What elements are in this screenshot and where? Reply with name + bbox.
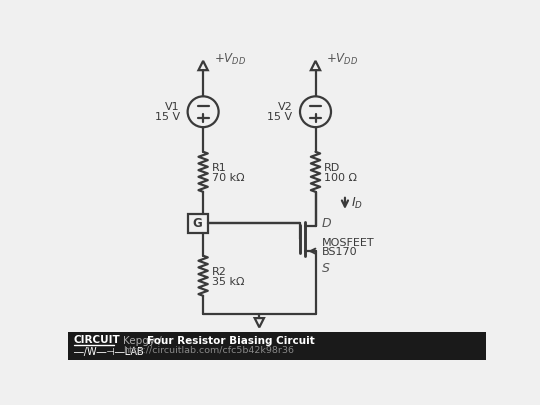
Text: $+V_{DD}$: $+V_{DD}$ — [214, 52, 246, 67]
Text: G: G — [193, 217, 202, 230]
Text: http://circuitlab.com/cfc5b42k98r36: http://circuitlab.com/cfc5b42k98r36 — [123, 346, 294, 355]
Text: D: D — [322, 217, 332, 230]
Text: R1: R1 — [212, 163, 226, 173]
Text: 35 kΩ: 35 kΩ — [212, 277, 244, 287]
Text: Four Resistor Biasing Circuit: Four Resistor Biasing Circuit — [146, 336, 314, 346]
Text: S: S — [322, 262, 329, 275]
Text: MOSFEET: MOSFEET — [322, 238, 374, 247]
Text: V2: V2 — [278, 102, 292, 112]
Text: 15 V: 15 V — [267, 112, 292, 122]
Text: V1: V1 — [165, 102, 180, 112]
Text: Kepgy /: Kepgy / — [123, 336, 165, 346]
Text: 70 kΩ: 70 kΩ — [212, 173, 244, 183]
Text: RD: RD — [324, 163, 340, 173]
Text: $+V_{DD}$: $+V_{DD}$ — [326, 52, 359, 67]
Text: ―/W―⊣―LAB: ―/W―⊣―LAB — [73, 347, 144, 356]
Text: $I_D$: $I_D$ — [351, 196, 363, 211]
Text: 100 Ω: 100 Ω — [324, 173, 357, 183]
Text: CIRCUIT: CIRCUIT — [73, 335, 120, 345]
Bar — [68, 332, 486, 360]
Text: R2: R2 — [212, 267, 226, 277]
FancyBboxPatch shape — [187, 214, 208, 232]
Text: BS170: BS170 — [322, 247, 357, 257]
Text: 15 V: 15 V — [155, 112, 180, 122]
